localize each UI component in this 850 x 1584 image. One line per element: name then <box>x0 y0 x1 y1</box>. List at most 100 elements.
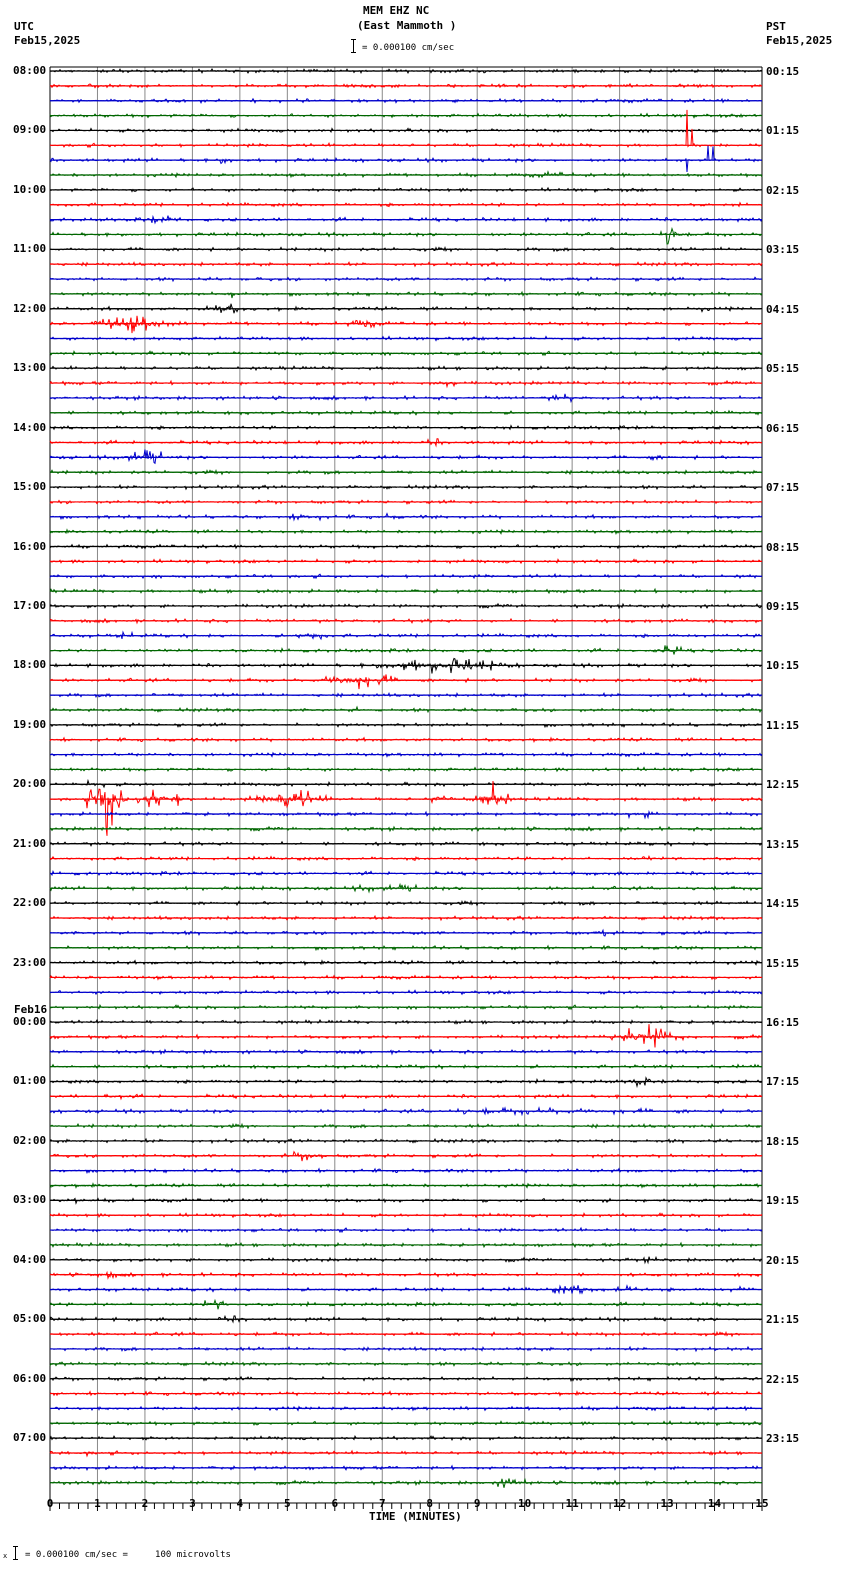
pst-hour-label: 07:15 <box>766 481 800 495</box>
utc-hour-label: 05:00 <box>13 1312 47 1326</box>
seismic-trace <box>49 1477 763 1488</box>
seismic-trace <box>49 315 762 334</box>
utc-hour-label: 04:00 <box>13 1252 47 1266</box>
seismic-trace <box>49 1048 763 1056</box>
seismic-trace <box>49 303 762 314</box>
seismic-trace <box>49 543 763 550</box>
x-tick-label: 5 <box>284 1497 291 1510</box>
seismic-trace <box>49 276 763 283</box>
seismic-trace <box>49 1420 763 1427</box>
seismic-trace <box>50 1093 763 1101</box>
utc-hour-label: 08:00 <box>13 64 47 77</box>
seismic-trace <box>49 499 763 505</box>
seismic-trace <box>49 145 762 173</box>
seismic-trace <box>49 899 763 907</box>
utc-hour-label: 11:00 <box>13 242 47 256</box>
seismic-trace <box>49 1018 763 1026</box>
seismic-trace <box>49 350 763 357</box>
utc-hour-label: 03:00 <box>13 1193 47 1207</box>
pst-hour-label: 19:15 <box>766 1194 800 1208</box>
seismic-trace <box>49 587 763 595</box>
seismic-trace <box>49 736 763 744</box>
footer-scale-bar-icon: x <box>3 1545 19 1560</box>
pst-hour-label: 21:15 <box>766 1313 800 1327</box>
pst-hour-label: 10:15 <box>766 659 800 673</box>
seismic-trace <box>50 201 763 208</box>
x-tick-label: 3 <box>189 1497 196 1510</box>
seismic-trace <box>49 1122 763 1130</box>
seismic-trace <box>49 1449 763 1458</box>
x-tick-label: 0 <box>46 1497 54 1510</box>
x-tick-label: 15 <box>755 1497 769 1510</box>
pst-hour-label: 08:15 <box>766 540 800 554</box>
seismic-trace <box>49 468 763 476</box>
seismic-trace <box>49 1270 763 1280</box>
seismic-trace <box>49 1003 763 1011</box>
seismic-trace <box>49 1314 763 1324</box>
seismic-trace <box>49 290 763 299</box>
seismic-trace <box>49 558 763 565</box>
seismic-trace <box>49 1390 763 1397</box>
seismic-trace <box>49 617 763 625</box>
seismic-trace <box>49 657 763 674</box>
seismic-trace <box>49 1360 763 1367</box>
seismic-trace <box>49 870 763 877</box>
date-change-label: Feb16 <box>14 1003 48 1016</box>
seismic-trace <box>49 1106 763 1117</box>
x-axis-label: TIME (MINUTES) <box>369 1510 462 1523</box>
seismic-trace <box>49 1330 763 1338</box>
seismic-trace <box>49 112 763 119</box>
seismic-trace <box>49 602 763 610</box>
x-tick-label: 1 <box>94 1497 101 1510</box>
seismic-trace <box>49 573 763 580</box>
utc-hour-label: 20:00 <box>13 777 47 791</box>
seismic-trace <box>49 691 763 699</box>
seismic-trace <box>49 630 763 641</box>
utc-hour-label: 17:00 <box>13 598 47 612</box>
seismic-trace <box>49 959 762 966</box>
x-tick-label: 11 <box>565 1497 579 1510</box>
utc-hour-label: 19:00 <box>13 717 47 731</box>
pst-hour-label: 15:15 <box>766 956 800 970</box>
x-tick-label: 8 <box>426 1497 434 1510</box>
seismic-trace <box>49 409 763 416</box>
x-tick-label: 12 <box>612 1497 627 1510</box>
x-tick-label: 13 <box>660 1497 674 1510</box>
seismic-trace <box>49 393 762 404</box>
seismic-trace <box>49 928 763 937</box>
seismic-trace <box>49 1212 763 1219</box>
seismic-trace <box>49 97 763 104</box>
utc-hour-label: 18:00 <box>13 658 47 672</box>
seismic-trace <box>49 1167 763 1174</box>
seismic-trace <box>49 882 763 894</box>
seismic-trace <box>49 1024 763 1048</box>
utc-hour-label: 22:00 <box>13 896 47 910</box>
x-tick-label: 14 <box>707 1497 722 1510</box>
seismic-trace <box>49 1063 763 1070</box>
seismic-trace <box>49 766 763 773</box>
pst-hour-label: 06:15 <box>766 421 800 435</box>
x-tick-label: 9 <box>473 1497 481 1510</box>
pst-hour-label: 14:15 <box>766 897 800 911</box>
seismic-trace <box>49 944 762 952</box>
seismic-trace <box>49 528 763 535</box>
right-date: Feb15,2025 <box>766 34 833 47</box>
seismic-trace <box>49 246 763 253</box>
utc-hour-label: 13:00 <box>13 361 47 375</box>
seismic-trace <box>49 1405 763 1412</box>
pst-hour-label: 09:15 <box>766 599 800 613</box>
pst-hour-label: 17:15 <box>766 1075 800 1089</box>
seismic-trace <box>50 1255 763 1265</box>
pst-hour-label: 03:15 <box>766 243 800 257</box>
pst-hour-label: 00:15 <box>766 65 800 78</box>
pst-hour-label: 02:15 <box>766 183 800 197</box>
pst-hour-label: 18:15 <box>766 1134 800 1148</box>
seismic-trace <box>49 449 762 465</box>
utc-hour-label: 12:00 <box>13 301 47 315</box>
seismic-trace <box>50 1226 763 1234</box>
seismic-trace <box>49 1182 763 1189</box>
seismic-trace <box>49 226 763 245</box>
left-timezone: UTC <box>14 20 34 33</box>
seismic-trace <box>49 214 763 225</box>
